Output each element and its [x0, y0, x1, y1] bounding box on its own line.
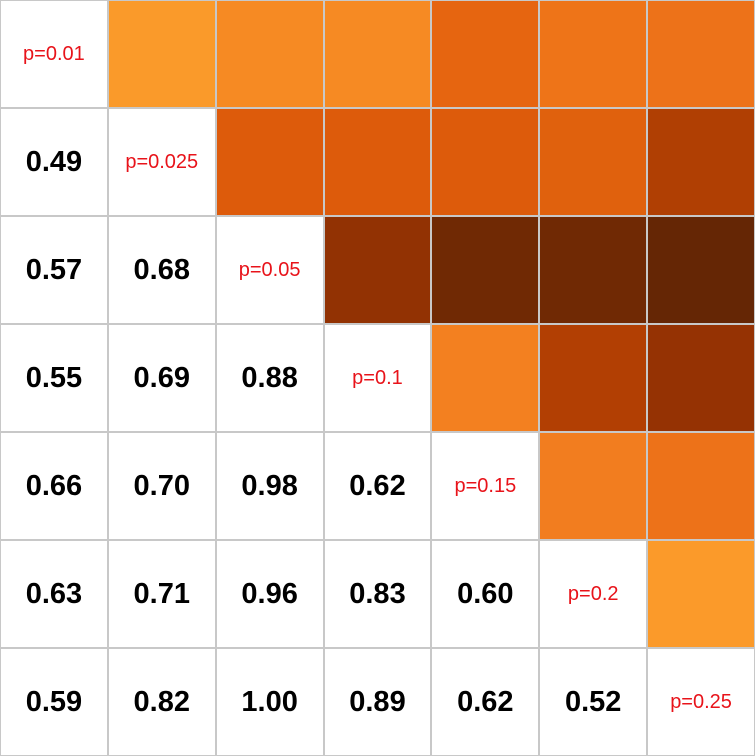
color-cell-r0-c6: [647, 0, 755, 108]
value-cell-r5-c4: 0.60: [431, 540, 540, 648]
value-cell-r5-c1: 0.71: [107, 540, 216, 648]
color-cell-r1-c6: [647, 108, 755, 216]
color-cell-r2-c5: [539, 216, 648, 324]
value-cell-r6-c4: 0.62: [431, 648, 540, 756]
color-cell-r0-c5: [539, 0, 648, 108]
value-cell-r3-c2: 0.88: [215, 324, 324, 432]
color-cell-r1-c2: [215, 108, 324, 216]
value-cell-r4-c0: 0.66: [0, 432, 108, 540]
diagonal-label-3: p=0.1: [323, 324, 432, 432]
color-cell-r0-c4: [431, 0, 540, 108]
value-cell-r6-c1: 0.82: [107, 648, 216, 756]
color-cell-r3-c5: [539, 324, 648, 432]
color-cell-r3-c6: [647, 324, 755, 432]
diagonal-label-1: p=0.025: [107, 108, 216, 216]
color-cell-r5-c6: [647, 540, 755, 648]
value-cell-r4-c3: 0.62: [323, 432, 432, 540]
value-cell-r2-c1: 0.68: [107, 216, 216, 324]
value-cell-r4-c2: 0.98: [215, 432, 324, 540]
color-cell-r3-c4: [431, 324, 540, 432]
value-cell-r6-c2: 1.00: [215, 648, 324, 756]
color-cell-r0-c3: [323, 0, 432, 108]
color-cell-r2-c3: [323, 216, 432, 324]
color-cell-r2-c6: [647, 216, 755, 324]
value-cell-r3-c1: 0.69: [107, 324, 216, 432]
color-cell-r2-c4: [431, 216, 540, 324]
value-cell-r6-c3: 0.89: [323, 648, 432, 756]
value-cell-r6-c0: 0.59: [0, 648, 108, 756]
color-cell-r4-c5: [539, 432, 648, 540]
diagonal-label-0: p=0.01: [0, 0, 108, 108]
value-cell-r3-c0: 0.55: [0, 324, 108, 432]
color-cell-r4-c6: [647, 432, 755, 540]
color-cell-r1-c4: [431, 108, 540, 216]
diagonal-label-2: p=0.05: [215, 216, 324, 324]
value-cell-r4-c1: 0.70: [107, 432, 216, 540]
color-cell-r1-c3: [323, 108, 432, 216]
color-cell-r0-c1: [107, 0, 216, 108]
diagonal-label-6: p=0.25: [647, 648, 755, 756]
diagonal-label-5: p=0.2: [539, 540, 648, 648]
value-cell-r5-c2: 0.96: [215, 540, 324, 648]
value-cell-r6-c5: 0.52: [539, 648, 648, 756]
color-cell-r0-c2: [215, 0, 324, 108]
value-cell-r1-c0: 0.49: [0, 108, 108, 216]
diagonal-label-4: p=0.15: [431, 432, 540, 540]
value-cell-r2-c0: 0.57: [0, 216, 108, 324]
value-cell-r5-c3: 0.83: [323, 540, 432, 648]
value-cell-r5-c0: 0.63: [0, 540, 108, 648]
color-cell-r1-c5: [539, 108, 648, 216]
